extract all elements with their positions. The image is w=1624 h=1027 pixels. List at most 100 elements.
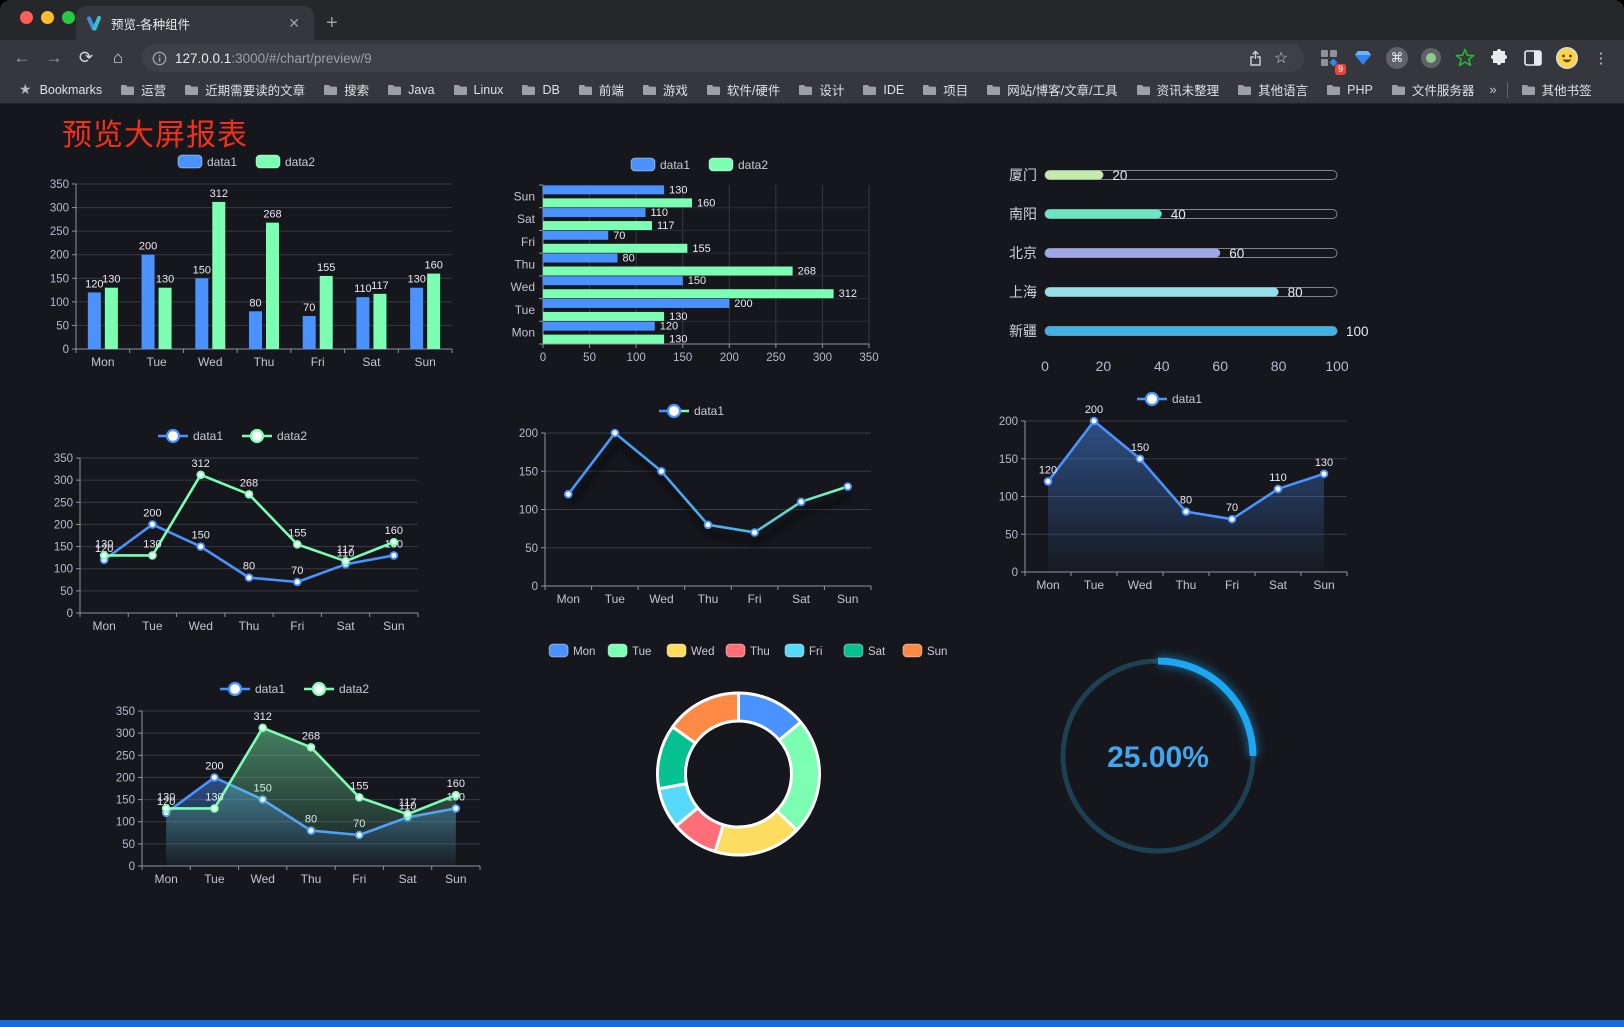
bookmark-item[interactable]: 项目: [913, 76, 977, 103]
bookmarks-manager[interactable]: ★ Bookmarks: [10, 76, 111, 103]
bookmark-item[interactable]: 设计: [789, 76, 853, 103]
bookmark-item[interactable]: 网站/博客/文章/工具: [977, 76, 1126, 103]
svg-text:117: 117: [371, 280, 389, 292]
bookmark-item[interactable]: 资讯未整理: [1127, 76, 1229, 103]
profile-avatar[interactable]: [1552, 43, 1582, 73]
back-icon[interactable]: ←: [13, 48, 31, 67]
folder-icon: [324, 84, 338, 95]
chart-canvas: data1 data2 0 50 100 150 200 250 300 350 Mon Tue Wed…: [50, 154, 453, 369]
chart-bar-horizontal: data1 data2 0 50 100 150 200 250 300 350 Mon Tue Wed…: [503, 151, 899, 371]
zoom-window-button[interactable]: [62, 11, 75, 24]
bookmark-item[interactable]: IDE: [853, 76, 913, 103]
bookmarks-overflow-chevron[interactable]: »: [1489, 82, 1497, 97]
chart-canvas: data1 data2 0 50 100 150 200 250 300 350 Mon Tue Wed…: [54, 428, 419, 633]
svg-text:Thu: Thu: [698, 592, 719, 606]
bookmark-item[interactable]: 其他语言: [1228, 76, 1317, 103]
svg-text:data2: data2: [339, 682, 369, 696]
series-data2: 130 130 312 268 155 117 160: [157, 711, 465, 866]
chart-line-gradient: data1 0 50 100 150 200 Mon Tue Wed Thu Fri Sat Sun: [503, 397, 883, 613]
folder-icon: [522, 84, 536, 95]
svg-text:150: 150: [673, 352, 692, 364]
svg-text:Sat: Sat: [1269, 578, 1288, 592]
svg-text:Mon: Mon: [573, 646, 595, 658]
svg-text:155: 155: [288, 527, 306, 539]
svg-text:130: 130: [156, 274, 174, 286]
forward-icon[interactable]: →: [45, 48, 63, 67]
legend: data1 data2: [177, 154, 315, 169]
svg-text:200: 200: [1085, 404, 1103, 416]
chart-canvas: 厦门 20 南阳 40 北京 60 上海 80 新疆 100 0 20 40 60 80 100: [1009, 167, 1369, 374]
bookmark-star-icon[interactable]: ☆: [1273, 50, 1289, 67]
star-extension-icon[interactable]: [1450, 43, 1480, 73]
svg-text:厦门: 厦门: [1009, 167, 1037, 183]
address-bar[interactable]: 127.0.0.1:3000/#/chart/preview/9 ☆: [142, 44, 1304, 72]
bookmark-item[interactable]: 搜索: [314, 76, 378, 103]
extension-grid-icon[interactable]: 9: [1314, 43, 1346, 75]
bookmark-item[interactable]: 文件服务器: [1382, 76, 1484, 103]
command-extension-icon[interactable]: ⌘: [1382, 43, 1412, 73]
folder-icon: [453, 84, 467, 95]
axes: 0 50 100 150 200 250 300 350 Mon Tue Wed Thu Fri Sat S…: [54, 453, 419, 633]
svg-text:Thu: Thu: [514, 258, 535, 272]
folder-icon: [706, 84, 720, 95]
bookmark-item[interactable]: 游戏: [633, 76, 697, 103]
bookmark-item[interactable]: Linux: [444, 76, 513, 103]
bookmark-item[interactable]: PHP: [1317, 76, 1382, 103]
bookmark-item[interactable]: 运营: [111, 76, 175, 103]
page-title: 预览大屏报表: [62, 119, 248, 152]
svg-text:data1: data1: [694, 404, 724, 418]
reload-icon[interactable]: ⟳: [78, 48, 94, 67]
svg-text:312: 312: [254, 711, 272, 723]
chart-line-basic: data1 data2 0 50 100 150 200 250 300 350 Mon Tue Wed…: [38, 422, 430, 640]
bookmark-item[interactable]: 前端: [569, 76, 633, 103]
svg-text:250: 250: [116, 750, 135, 762]
svg-text:300: 300: [50, 203, 69, 215]
svg-text:0: 0: [532, 581, 538, 593]
svg-text:130: 130: [157, 791, 175, 803]
svg-text:80: 80: [1288, 285, 1303, 300]
chart-area-single: data1 0 50 100 150 200 Mon Tue Wed Thu Fri Sat Sun 12…: [983, 385, 1359, 599]
svg-text:0: 0: [540, 352, 546, 364]
other-bookmarks[interactable]: 其他书签: [1512, 76, 1601, 103]
svg-text:Sun: Sun: [514, 189, 535, 203]
svg-text:150: 150: [192, 530, 210, 542]
home-icon[interactable]: ⌂: [112, 48, 124, 67]
svg-text:Wed: Wed: [511, 280, 535, 294]
chart-canvas: data1 data2 0 50 100 150 200 250 300 350 Mon Tue Wed…: [511, 157, 879, 364]
close-window-button[interactable]: [20, 11, 33, 24]
svg-text:150: 150: [193, 264, 211, 276]
bookmark-item[interactable]: 软件/硬件: [697, 76, 789, 103]
sidebar-icon[interactable]: [1518, 43, 1548, 73]
svg-text:150: 150: [519, 466, 538, 478]
new-tab-button[interactable]: +: [326, 12, 338, 34]
tab-close-icon[interactable]: ✕: [288, 14, 300, 31]
svg-text:312: 312: [210, 188, 228, 200]
svg-text:250: 250: [50, 226, 69, 238]
svg-text:Thu: Thu: [239, 619, 260, 633]
svg-text:155: 155: [350, 780, 368, 792]
svg-text:110: 110: [399, 800, 417, 812]
svg-text:Sun: Sun: [383, 619, 404, 633]
browser-menu-icon[interactable]: ⋮: [1593, 50, 1609, 67]
svg-text:110: 110: [650, 207, 668, 219]
share-icon[interactable]: [1242, 45, 1268, 71]
gem-extension-icon[interactable]: [1348, 43, 1378, 73]
svg-text:80: 80: [243, 561, 255, 573]
folder-icon: [1327, 84, 1341, 95]
chart-donut-pie: Mon Tue Wed Thu Fri Sat Sun: [548, 637, 947, 899]
browser-tab[interactable]: 预览-各种组件 ✕: [76, 6, 314, 40]
svg-text:Fri: Fri: [809, 646, 822, 658]
svg-text:Fri: Fri: [1225, 578, 1239, 592]
record-extension-icon[interactable]: [1416, 43, 1446, 73]
svg-text:250: 250: [54, 497, 73, 509]
svg-text:80: 80: [1180, 495, 1192, 507]
minimize-window-button[interactable]: [41, 11, 54, 24]
bookmark-item[interactable]: DB: [512, 76, 568, 103]
bookmark-item[interactable]: 近期需要读的文章: [175, 76, 314, 103]
extensions-puzzle-icon[interactable]: [1484, 43, 1514, 73]
donut: [656, 691, 821, 857]
info-icon[interactable]: [152, 51, 167, 66]
bookmark-item[interactable]: Java: [378, 76, 443, 103]
svg-text:Sat: Sat: [868, 646, 886, 658]
svg-text:268: 268: [798, 266, 816, 278]
